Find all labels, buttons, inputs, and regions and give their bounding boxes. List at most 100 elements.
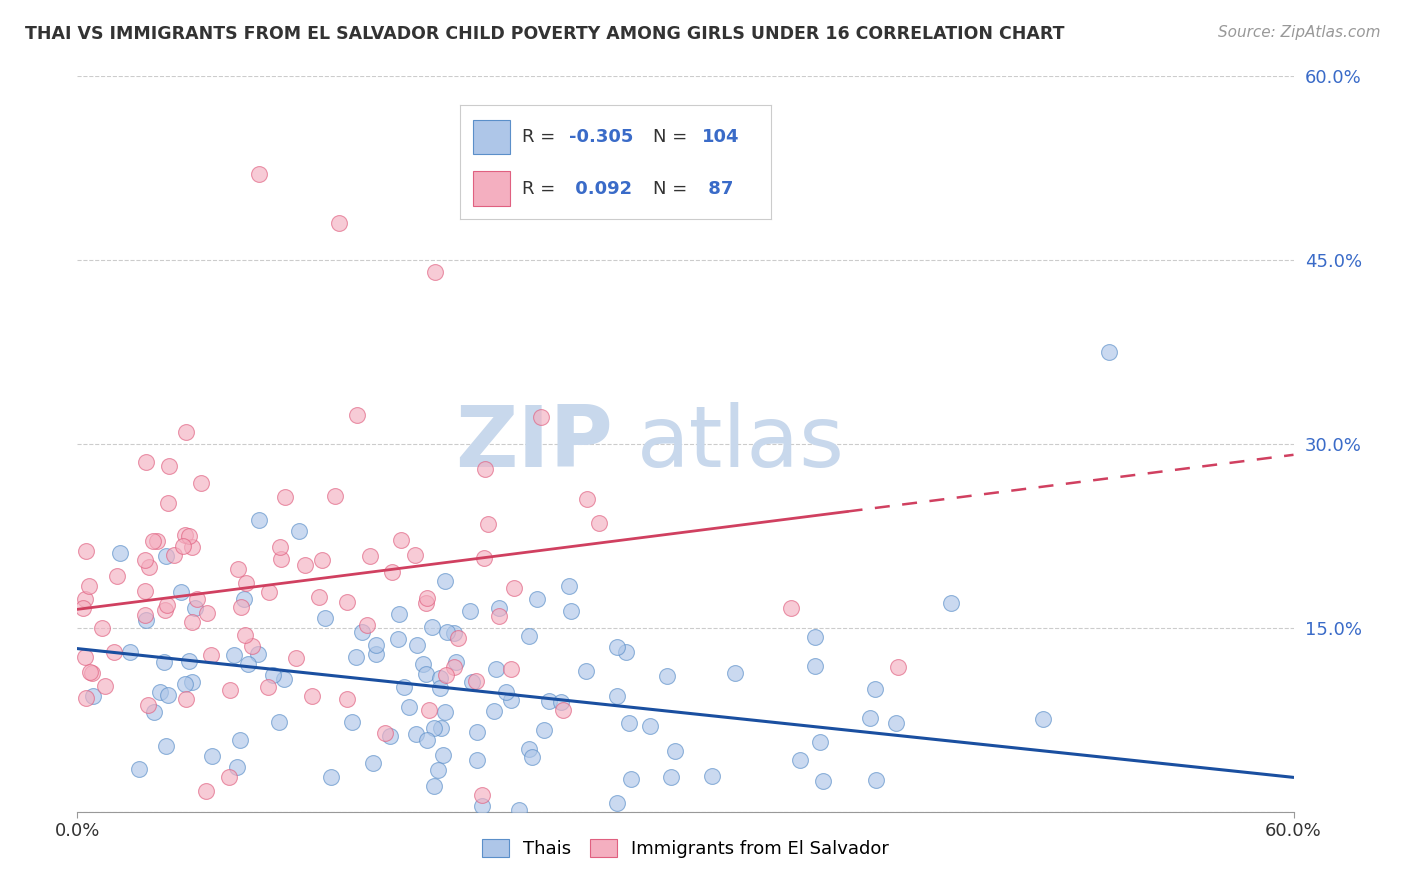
Point (460, 675, 482, 690)
Point (120, 645, 142, 659)
Point (415, 666, 437, 681)
Point (146, 534, 169, 549)
Point (311, 553, 333, 567)
Point (550, 695, 572, 709)
Point (323, 489, 346, 503)
Point (352, 624, 374, 639)
Point (389, 533, 412, 547)
Point (374, 725, 396, 739)
Point (201, 748, 224, 763)
Point (257, 585, 280, 599)
Point (157, 459, 180, 474)
Point (344, 650, 367, 665)
Point (884, 716, 907, 731)
Point (520, 749, 543, 764)
Point (247, 167, 270, 181)
Point (156, 688, 179, 702)
Point (434, 574, 457, 588)
Point (502, 581, 524, 595)
Point (886, 660, 908, 674)
Point (229, 733, 252, 747)
Point (700, 769, 723, 783)
Point (811, 774, 834, 789)
Point (155, 549, 177, 564)
Point (156, 598, 179, 612)
Point (79, 665, 101, 680)
Point (526, 592, 548, 607)
Point (533, 723, 555, 737)
Point (246, 647, 269, 661)
Point (444, 656, 467, 670)
Point (174, 425, 197, 439)
Point (267, 714, 290, 729)
Point (517, 629, 540, 643)
Point (287, 524, 309, 539)
Point (134, 552, 156, 566)
Point (235, 575, 257, 590)
Point (517, 742, 540, 756)
Point (314, 611, 336, 625)
Point (75, 543, 97, 558)
Point (232, 591, 254, 606)
Point (620, 772, 643, 786)
Point (1032, 713, 1054, 727)
Point (530, 409, 553, 424)
Point (859, 711, 882, 725)
Point (638, 719, 661, 733)
Point (588, 516, 610, 530)
Point (233, 628, 256, 642)
Point (240, 639, 263, 653)
Point (181, 675, 204, 690)
Point (423, 779, 446, 793)
Point (177, 654, 200, 668)
Point (94, 679, 117, 693)
Point (75, 591, 97, 606)
Point (75, 691, 97, 706)
Point (200, 648, 222, 663)
Point (430, 721, 453, 735)
Point (236, 657, 259, 671)
Point (294, 558, 316, 572)
Point (426, 763, 449, 777)
Point (152, 655, 174, 669)
Point (447, 631, 470, 645)
Point (804, 630, 827, 644)
Point (340, 715, 363, 730)
Point (103, 645, 125, 659)
Point (537, 693, 560, 707)
Point (477, 516, 499, 531)
Point (364, 638, 387, 652)
Point (808, 735, 831, 749)
Point (378, 729, 401, 743)
Point (415, 732, 437, 747)
Point (464, 674, 486, 689)
Point (723, 665, 745, 680)
Point (138, 559, 160, 574)
Point (495, 685, 517, 699)
Point (501, 693, 523, 707)
Point (465, 753, 488, 767)
Point (488, 609, 510, 624)
Point (262, 667, 284, 681)
Point (247, 513, 270, 527)
Point (436, 624, 458, 639)
Point (657, 668, 679, 682)
Point (576, 491, 599, 506)
Point (274, 490, 297, 504)
Point (177, 529, 200, 543)
Point (346, 409, 368, 423)
Point (190, 475, 212, 490)
Point (80, 666, 103, 681)
Point (157, 496, 180, 510)
Point (575, 664, 598, 678)
Point (474, 461, 496, 475)
Point (412, 657, 434, 672)
Point (91, 621, 114, 635)
Point (405, 639, 427, 653)
Point (471, 788, 494, 802)
Point (219, 682, 242, 697)
Point (135, 613, 157, 627)
Point (174, 676, 197, 690)
Point (789, 754, 811, 768)
Point (429, 681, 451, 695)
